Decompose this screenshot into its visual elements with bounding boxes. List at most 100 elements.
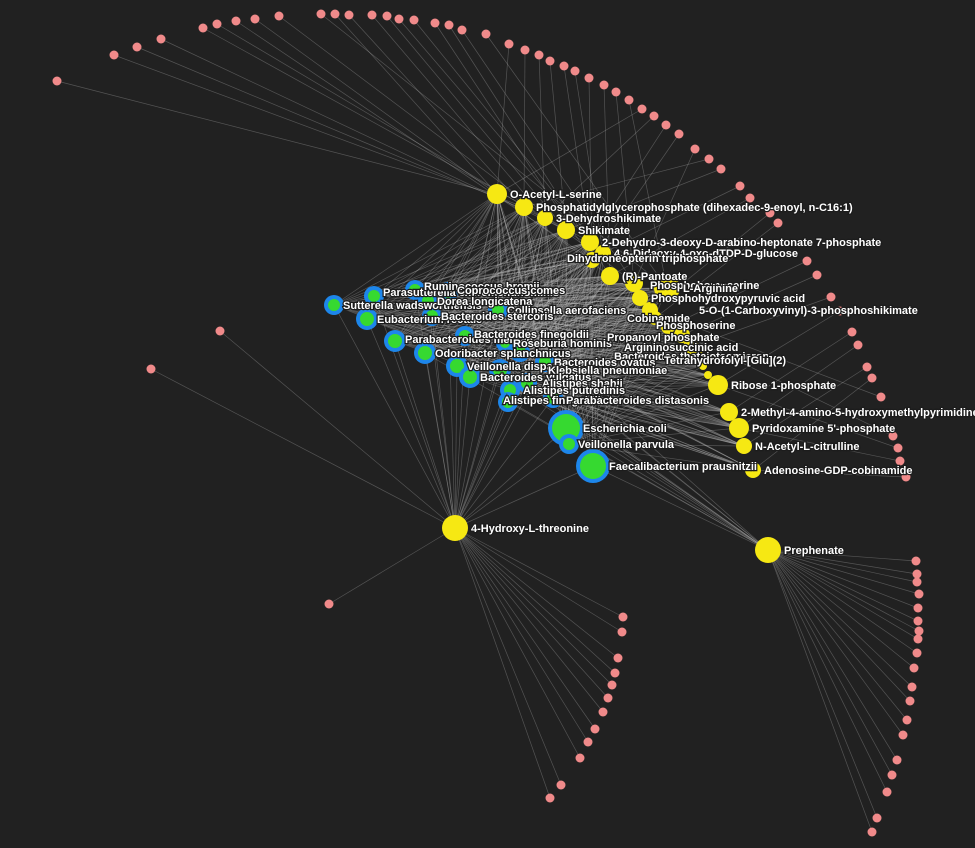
peripheral-node[interactable] — [812, 270, 822, 280]
peripheral-node[interactable] — [649, 111, 659, 121]
metabolite-node[interactable] — [632, 290, 648, 306]
metabolite-node[interactable] — [683, 339, 699, 355]
metabolite-node[interactable] — [661, 320, 675, 334]
peripheral-node[interactable] — [661, 120, 671, 130]
peripheral-node[interactable] — [607, 680, 617, 690]
peripheral-node[interactable] — [826, 292, 836, 302]
bacteria-node[interactable] — [539, 356, 551, 368]
metabolite-node[interactable] — [720, 403, 738, 421]
peripheral-node[interactable] — [457, 25, 467, 35]
peripheral-node[interactable] — [898, 730, 908, 740]
metabolite-node[interactable] — [648, 311, 662, 325]
bacteria-node[interactable] — [514, 346, 526, 358]
bacteria-node[interactable] — [442, 286, 454, 298]
peripheral-node[interactable] — [907, 682, 917, 692]
bacteria-node[interactable] — [500, 338, 510, 348]
metabolite-node[interactable] — [442, 515, 468, 541]
peripheral-node[interactable] — [316, 9, 326, 19]
peripheral-node[interactable] — [913, 634, 923, 644]
bacteria-node[interactable] — [426, 310, 438, 322]
metabolite-node[interactable] — [674, 327, 690, 343]
bacteria-node[interactable] — [388, 334, 402, 348]
metabolite-node[interactable] — [729, 418, 749, 438]
peripheral-node[interactable] — [590, 724, 600, 734]
peripheral-node[interactable] — [146, 364, 156, 374]
peripheral-node[interactable] — [912, 648, 922, 658]
peripheral-node[interactable] — [611, 87, 621, 97]
peripheral-node[interactable] — [534, 50, 544, 60]
bacteria-node[interactable] — [459, 330, 471, 342]
bacteria-node[interactable] — [492, 304, 504, 316]
peripheral-node[interactable] — [867, 373, 877, 383]
peripheral-node[interactable] — [559, 61, 569, 71]
peripheral-node[interactable] — [231, 16, 241, 26]
peripheral-node[interactable] — [520, 45, 530, 55]
peripheral-node[interactable] — [905, 696, 915, 706]
metabolite-node[interactable] — [654, 275, 680, 301]
peripheral-node[interactable] — [913, 603, 923, 613]
bacteria-node[interactable] — [418, 346, 432, 360]
peripheral-node[interactable] — [444, 20, 454, 30]
bacteria-node[interactable] — [422, 295, 434, 307]
peripheral-node[interactable] — [330, 9, 340, 19]
peripheral-node[interactable] — [765, 208, 775, 218]
peripheral-node[interactable] — [545, 793, 555, 803]
peripheral-node[interactable] — [617, 627, 627, 637]
metabolite-node[interactable] — [625, 274, 643, 292]
bacteria-node[interactable] — [547, 392, 559, 404]
peripheral-node[interactable] — [909, 663, 919, 673]
metabolite-node[interactable] — [515, 198, 533, 216]
peripheral-node[interactable] — [212, 19, 222, 29]
metabolite-node[interactable] — [537, 210, 553, 226]
metabolite-node[interactable] — [557, 221, 575, 239]
peripheral-node[interactable] — [430, 18, 440, 28]
metabolite-node[interactable] — [581, 233, 599, 251]
peripheral-node[interactable] — [198, 23, 208, 33]
peripheral-node[interactable] — [773, 218, 783, 228]
peripheral-node[interactable] — [876, 392, 886, 402]
peripheral-node[interactable] — [902, 715, 912, 725]
peripheral-node[interactable] — [583, 737, 593, 747]
metabolite-node[interactable] — [736, 438, 752, 454]
bacteria-node[interactable] — [580, 453, 606, 479]
peripheral-node[interactable] — [912, 569, 922, 579]
peripheral-node[interactable] — [735, 181, 745, 191]
peripheral-node[interactable] — [603, 693, 613, 703]
bacteria-node[interactable] — [521, 377, 533, 389]
peripheral-node[interactable] — [367, 10, 377, 20]
peripheral-node[interactable] — [674, 129, 684, 139]
peripheral-node[interactable] — [745, 193, 755, 203]
peripheral-node[interactable] — [504, 39, 514, 49]
peripheral-node[interactable] — [570, 66, 580, 76]
peripheral-node[interactable] — [599, 80, 609, 90]
peripheral-node[interactable] — [382, 11, 392, 21]
peripheral-node[interactable] — [274, 11, 284, 21]
peripheral-node[interactable] — [911, 556, 921, 566]
metabolite-node[interactable] — [699, 362, 707, 370]
peripheral-node[interactable] — [704, 154, 714, 164]
peripheral-node[interactable] — [690, 144, 700, 154]
metabolite-node[interactable] — [601, 267, 619, 285]
peripheral-node[interactable] — [584, 73, 594, 83]
peripheral-node[interactable] — [324, 599, 334, 609]
bacteria-node[interactable] — [360, 312, 374, 326]
peripheral-node[interactable] — [409, 15, 419, 25]
metabolite-node[interactable] — [584, 252, 600, 268]
peripheral-node[interactable] — [895, 456, 905, 466]
peripheral-node[interactable] — [624, 95, 634, 105]
peripheral-node[interactable] — [892, 755, 902, 765]
peripheral-node[interactable] — [250, 14, 260, 24]
peripheral-node[interactable] — [156, 34, 166, 44]
metabolite-node[interactable] — [708, 375, 728, 395]
metabolite-node[interactable] — [704, 371, 712, 379]
bacteria-node[interactable] — [450, 359, 464, 373]
bacteria-node[interactable] — [328, 299, 340, 311]
metabolite-node[interactable] — [745, 462, 761, 478]
peripheral-node[interactable] — [914, 626, 924, 636]
peripheral-node[interactable] — [802, 256, 812, 266]
peripheral-node[interactable] — [847, 327, 857, 337]
bacteria-node[interactable] — [563, 438, 575, 450]
bacteria-node[interactable] — [463, 370, 477, 384]
peripheral-node[interactable] — [835, 306, 845, 316]
metabolite-node[interactable] — [755, 537, 781, 563]
